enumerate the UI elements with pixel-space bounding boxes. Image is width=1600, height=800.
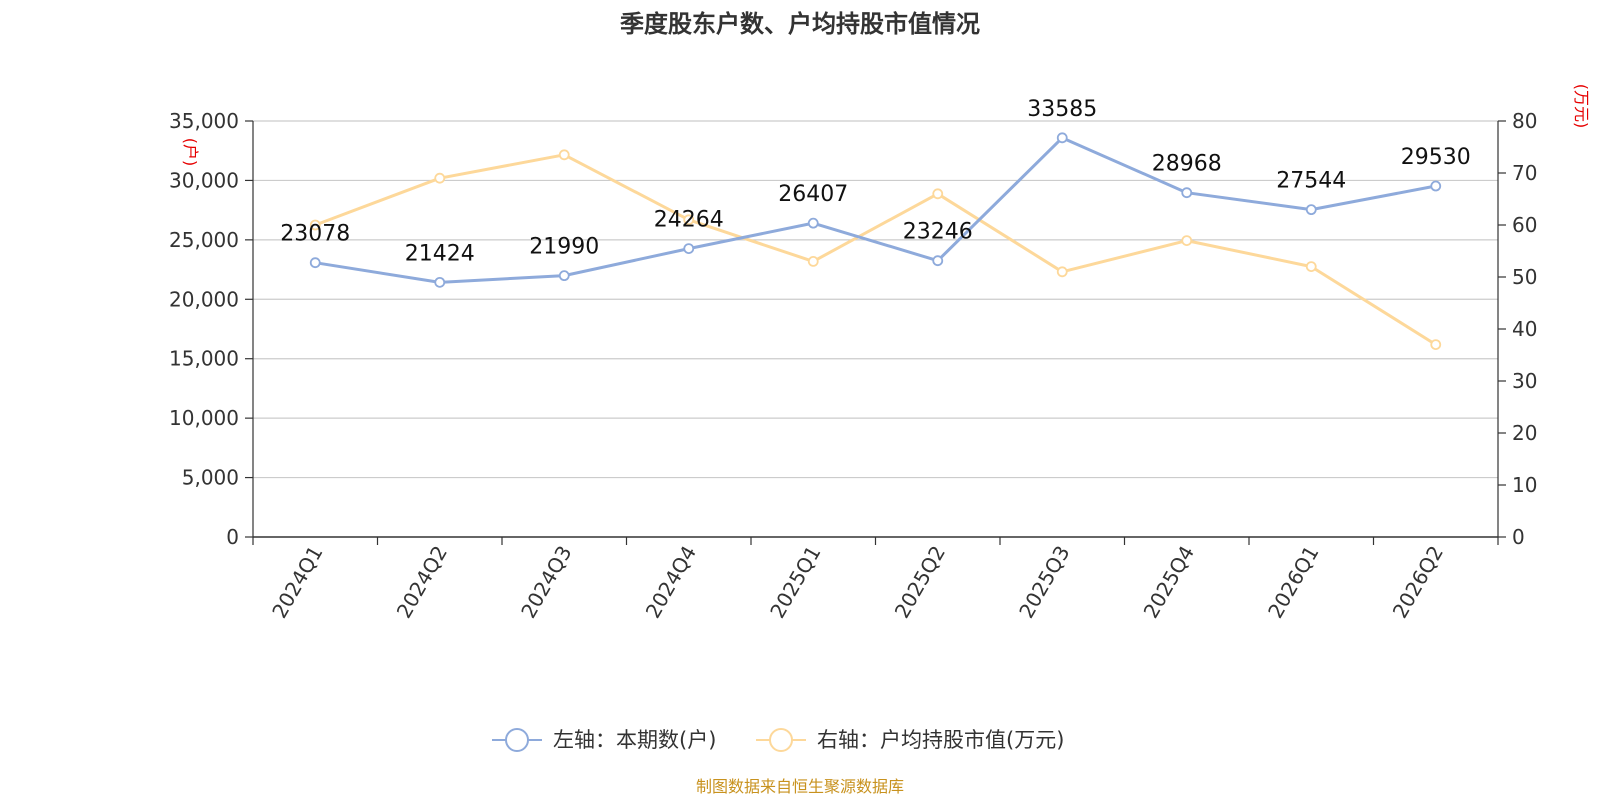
- gridlines: [253, 120, 1498, 479]
- point-avg-value: [932, 188, 944, 200]
- point-holders: [932, 255, 944, 267]
- x-tick-label: 2025Q1: [765, 542, 825, 623]
- left-axis-ticks: 0 5,000 10,000 15,000 20,000 25,000 30,000 35,0…: [169, 109, 253, 549]
- right-tick-label: 50: [1512, 265, 1537, 289]
- point-holders: [309, 257, 321, 269]
- left-tick-label: 35,000: [169, 109, 239, 133]
- left-tick-label: 0: [226, 525, 239, 549]
- point-avg-value: [558, 149, 570, 161]
- point-holders: [807, 217, 819, 229]
- point-holders: [1430, 180, 1442, 192]
- data-label: 23078: [280, 222, 350, 247]
- point-avg-value: [1056, 266, 1068, 278]
- legend-label-avg-value: 右轴：户均持股市值(万元): [817, 728, 1064, 752]
- point-holders: [558, 270, 570, 282]
- point-holders: [434, 276, 446, 288]
- left-tick-label: 25,000: [169, 228, 239, 252]
- data-label: 23246: [903, 220, 973, 245]
- data-label: 21424: [405, 241, 475, 266]
- point-avg-value: [683, 214, 695, 226]
- right-axis-unit: (万元): [1572, 84, 1591, 129]
- x-tick-label: 2024Q3: [516, 542, 576, 623]
- point-holders: [1305, 204, 1317, 216]
- data-label: 21990: [529, 235, 599, 260]
- data-label: 29530: [1401, 145, 1471, 170]
- legend[interactable]: 左轴：本期数(户) 右轴：户均持股市值(万元): [492, 728, 1064, 752]
- legend-item-holders[interactable]: 左轴：本期数(户): [492, 728, 716, 752]
- point-avg-value: [434, 172, 446, 184]
- left-tick-label: 20,000: [169, 287, 239, 311]
- right-tick-label: 10: [1512, 473, 1537, 497]
- data-labels: 23078 21424 21990 24264 26407 23246 33585 28968…: [280, 97, 1471, 267]
- right-tick-label: 20: [1512, 421, 1537, 445]
- x-tick-label: 2025Q3: [1014, 542, 1074, 623]
- x-tick-label: 2024Q4: [641, 542, 701, 623]
- data-label: 24264: [654, 208, 724, 233]
- left-tick-label: 30,000: [169, 168, 239, 192]
- left-tick-label: 10,000: [169, 406, 239, 430]
- x-tick-label: 2024Q2: [392, 542, 452, 623]
- left-tick-label: 15,000: [169, 347, 239, 371]
- data-label: 33585: [1027, 97, 1097, 122]
- point-holders: [1181, 187, 1193, 199]
- data-label: 26407: [778, 182, 848, 207]
- source-note: 制图数据来自恒生聚源数据库: [696, 777, 904, 796]
- x-tick-label: 2025Q4: [1139, 542, 1199, 623]
- x-tick-label: 2024Q1: [267, 542, 327, 623]
- right-tick-label: 80: [1512, 109, 1537, 133]
- point-avg-value: [1305, 261, 1317, 273]
- right-tick-label: 0: [1512, 525, 1525, 549]
- x-axis-ticks: 2024Q1 2024Q2 2024Q3 2024Q4 2025Q1 2025Q2 2025…: [252, 537, 1499, 623]
- left-tick-label: 5,000: [182, 466, 239, 490]
- right-tick-label: 60: [1512, 213, 1537, 237]
- right-tick-label: 70: [1512, 161, 1537, 185]
- legend-marker-holders: [505, 728, 529, 752]
- x-tick-label: 2026Q1: [1263, 542, 1323, 623]
- legend-marker-avg-value: [769, 728, 793, 752]
- series-line-avg-value: [314, 153, 1437, 346]
- x-tick-label: 2026Q2: [1388, 542, 1448, 623]
- data-label: 28968: [1152, 152, 1222, 177]
- x-tick-label: 2025Q2: [890, 542, 950, 623]
- point-avg-value: [807, 255, 819, 267]
- legend-label-holders: 左轴：本期数(户): [553, 728, 716, 752]
- point-holders: [683, 243, 695, 255]
- point-avg-value: [309, 219, 321, 231]
- chart-title: 季度股东户数、户均持股市值情况: [620, 10, 980, 38]
- series: [309, 132, 1442, 351]
- series-line-holders: [315, 136, 1437, 284]
- right-tick-label: 30: [1512, 369, 1537, 393]
- left-axis-unit: (户): [181, 138, 200, 167]
- data-label: 27544: [1276, 169, 1346, 194]
- right-tick-label: 40: [1512, 317, 1537, 341]
- right-axis-ticks: 0 10 20 30 40 50 60 70 80: [1498, 109, 1537, 549]
- legend-item-avg-value[interactable]: 右轴：户均持股市值(万元): [756, 728, 1064, 752]
- point-avg-value: [1430, 339, 1442, 351]
- point-avg-value: [1181, 235, 1193, 247]
- point-holders: [1056, 132, 1068, 144]
